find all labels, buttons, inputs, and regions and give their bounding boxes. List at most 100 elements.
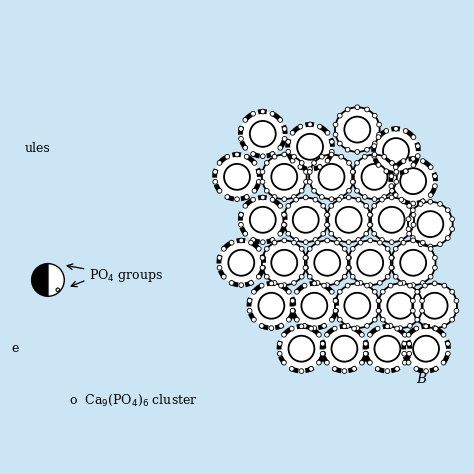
- Circle shape: [342, 324, 347, 329]
- Circle shape: [377, 281, 382, 285]
- Circle shape: [238, 127, 243, 131]
- Circle shape: [262, 155, 307, 199]
- Circle shape: [377, 309, 382, 313]
- Circle shape: [410, 208, 415, 212]
- Circle shape: [352, 326, 356, 331]
- Circle shape: [325, 212, 329, 217]
- Circle shape: [337, 237, 341, 242]
- Circle shape: [300, 246, 304, 251]
- Circle shape: [395, 366, 400, 371]
- Circle shape: [308, 167, 312, 172]
- Circle shape: [282, 197, 287, 201]
- Circle shape: [389, 240, 394, 245]
- Circle shape: [320, 341, 325, 346]
- Circle shape: [372, 197, 377, 201]
- Circle shape: [259, 283, 264, 288]
- Circle shape: [454, 309, 459, 313]
- Circle shape: [367, 222, 372, 227]
- Circle shape: [433, 255, 438, 260]
- Circle shape: [247, 309, 252, 313]
- Circle shape: [369, 198, 414, 242]
- Circle shape: [337, 290, 342, 294]
- Circle shape: [333, 132, 338, 137]
- Circle shape: [251, 237, 255, 242]
- Circle shape: [252, 189, 257, 193]
- Circle shape: [441, 360, 446, 365]
- Circle shape: [411, 163, 416, 167]
- Circle shape: [215, 155, 259, 199]
- Circle shape: [454, 299, 459, 303]
- Circle shape: [291, 309, 295, 313]
- Circle shape: [389, 255, 394, 260]
- Circle shape: [260, 170, 265, 174]
- Circle shape: [329, 149, 334, 154]
- Circle shape: [335, 107, 380, 152]
- Circle shape: [264, 189, 269, 193]
- Circle shape: [380, 237, 384, 242]
- Circle shape: [325, 360, 329, 365]
- Circle shape: [249, 281, 254, 285]
- Circle shape: [373, 317, 377, 322]
- Circle shape: [282, 238, 287, 243]
- Circle shape: [367, 332, 372, 337]
- Circle shape: [342, 369, 347, 374]
- Circle shape: [277, 341, 282, 346]
- Circle shape: [247, 299, 252, 303]
- Circle shape: [377, 122, 382, 127]
- Circle shape: [394, 180, 399, 184]
- Circle shape: [345, 147, 350, 152]
- Circle shape: [367, 360, 372, 365]
- Circle shape: [334, 299, 338, 303]
- Circle shape: [229, 240, 234, 245]
- Circle shape: [288, 125, 332, 169]
- Circle shape: [286, 149, 291, 154]
- Circle shape: [260, 154, 265, 159]
- Circle shape: [243, 203, 248, 208]
- Circle shape: [325, 222, 329, 227]
- Circle shape: [408, 324, 412, 328]
- Circle shape: [325, 332, 329, 337]
- Circle shape: [312, 281, 317, 286]
- Circle shape: [411, 222, 416, 227]
- Circle shape: [260, 195, 265, 200]
- Circle shape: [325, 130, 330, 135]
- Circle shape: [407, 341, 411, 346]
- Circle shape: [351, 180, 356, 184]
- Circle shape: [411, 212, 416, 217]
- Circle shape: [428, 246, 433, 251]
- Circle shape: [389, 265, 394, 270]
- Wedge shape: [48, 264, 64, 296]
- Circle shape: [372, 231, 376, 236]
- Circle shape: [217, 265, 222, 270]
- Circle shape: [346, 265, 351, 270]
- Circle shape: [322, 283, 327, 288]
- Circle shape: [294, 290, 299, 294]
- Circle shape: [446, 236, 450, 240]
- Circle shape: [308, 122, 312, 127]
- Circle shape: [56, 288, 59, 292]
- Circle shape: [225, 155, 230, 159]
- Circle shape: [365, 324, 369, 328]
- Circle shape: [321, 203, 326, 208]
- Circle shape: [290, 299, 295, 303]
- Circle shape: [279, 324, 283, 328]
- Circle shape: [350, 170, 355, 174]
- Circle shape: [385, 246, 390, 251]
- Circle shape: [388, 324, 393, 328]
- Circle shape: [269, 281, 273, 286]
- Circle shape: [259, 324, 264, 328]
- Circle shape: [283, 198, 328, 242]
- Circle shape: [378, 283, 423, 328]
- Circle shape: [217, 255, 222, 260]
- Circle shape: [278, 231, 283, 236]
- Circle shape: [309, 155, 354, 199]
- Circle shape: [415, 317, 419, 322]
- Circle shape: [415, 154, 420, 158]
- Circle shape: [300, 161, 304, 165]
- Circle shape: [252, 317, 256, 322]
- Circle shape: [415, 290, 419, 294]
- Circle shape: [401, 159, 406, 164]
- Circle shape: [355, 281, 360, 286]
- Circle shape: [407, 203, 411, 208]
- Circle shape: [402, 332, 407, 337]
